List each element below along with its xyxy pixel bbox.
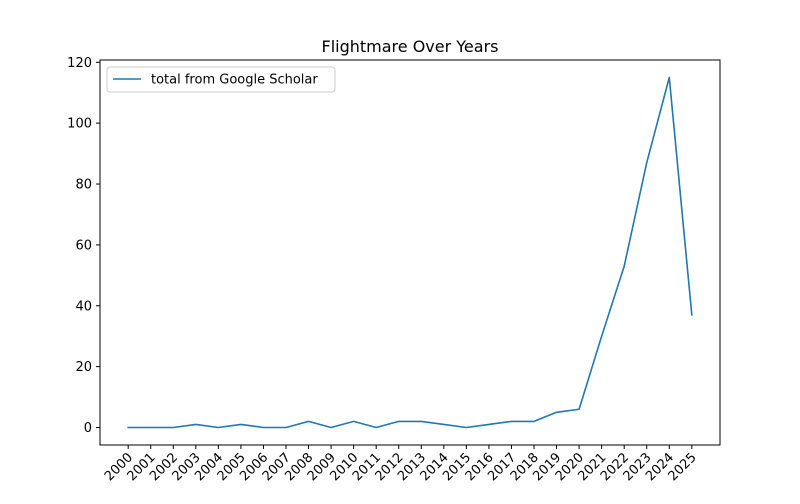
y-tick-label: 120 — [67, 56, 92, 71]
legend-box — [106, 66, 336, 93]
y-tick-label: 0 — [84, 421, 92, 436]
y-tick-label: 100 — [67, 117, 92, 132]
y-tick-label: 80 — [75, 178, 92, 193]
legend-label: total from Google Scholar — [151, 73, 318, 88]
series-line — [127, 76, 693, 429]
legend: total from Google Scholar — [106, 66, 336, 93]
chart-title: Flightmare Over Years — [322, 37, 499, 56]
y-tick-label: 20 — [75, 360, 92, 375]
plot-area-frame — [99, 59, 721, 446]
y-tick-label: 60 — [75, 238, 92, 253]
y-tick-label: 40 — [75, 299, 92, 314]
series-layer — [127, 76, 693, 429]
